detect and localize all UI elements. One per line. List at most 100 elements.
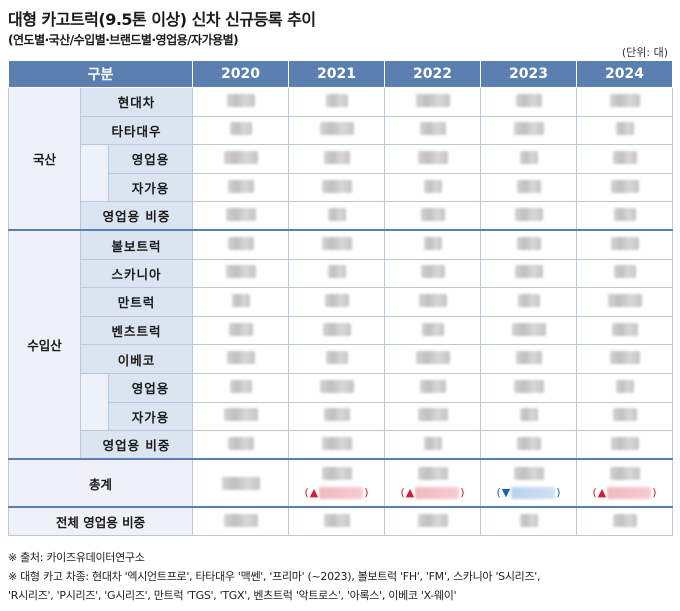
value-cell: [288, 506, 385, 537]
group-label: 수입산: [8, 229, 81, 460]
value-cell: [288, 372, 385, 403]
group-label: 국산: [8, 87, 81, 231]
brand-label: 타타대우: [80, 115, 193, 146]
value-cell: [192, 401, 289, 432]
usage-label: 영업용: [108, 372, 193, 403]
triangle-up-icon: ▲: [597, 486, 607, 500]
value-cell: [480, 87, 577, 117]
value-cell: [576, 172, 673, 203]
redacted-value: [423, 237, 442, 251]
value-cell: [384, 144, 481, 174]
source-note: ※ 출처: 카이즈유데이터연구소: [8, 551, 145, 564]
redacted-value: [419, 379, 446, 393]
value-cell: [192, 144, 289, 174]
ratio-label: 영업용 비중: [80, 201, 193, 231]
header-year: 2023: [480, 60, 577, 88]
value-cell: [288, 229, 385, 260]
header-year: 2022: [384, 60, 481, 88]
value-cell: [288, 258, 385, 289]
redacted-value: [319, 379, 354, 393]
value-cell: [384, 344, 481, 374]
paren-open: (: [304, 486, 309, 500]
brand-label: 만트럭: [80, 287, 193, 317]
value-cell: [480, 506, 577, 537]
value-cell: [480, 315, 577, 346]
value-cell: [192, 315, 289, 346]
value-cell: [192, 115, 289, 146]
redacted-value: [324, 293, 349, 307]
redacted-value: [415, 351, 450, 365]
value-cell: [288, 115, 385, 146]
value-cell: [480, 401, 577, 432]
value-cell: [576, 201, 673, 231]
value-cell: [480, 430, 577, 460]
value-cell: [480, 372, 577, 403]
redacted-value: [611, 322, 638, 336]
value-cell: [192, 201, 289, 231]
value-cell: [384, 430, 481, 460]
redacted-value: [613, 265, 636, 279]
redacted-value: [419, 122, 446, 136]
redacted-value: [227, 436, 254, 450]
value-cell: [288, 344, 385, 374]
triangle-up-icon: ▲: [309, 486, 319, 500]
redacted-value: [226, 351, 255, 365]
value-cell: [576, 144, 673, 174]
redacted-value: [517, 293, 540, 307]
redacted-value: [615, 122, 634, 136]
paren-close: ): [556, 486, 561, 500]
redacted-value: [321, 436, 352, 450]
redacted-change: [415, 486, 460, 499]
redacted-total: [513, 467, 544, 481]
value-cell: [288, 315, 385, 346]
value-cell: [384, 87, 481, 117]
redacted-value: [225, 207, 256, 221]
redacted-total: [417, 467, 448, 481]
redacted-value: [513, 122, 544, 136]
redacted-value: [423, 436, 442, 450]
value-cell: [480, 144, 577, 174]
value-cell: [192, 372, 289, 403]
value-cell: [288, 144, 385, 174]
redacted-value: [321, 237, 352, 251]
unit-label: (단위: 대): [621, 46, 668, 59]
brand-label: 스카니아: [80, 258, 193, 289]
redacted-value: [615, 379, 634, 393]
redacted-value: [323, 513, 350, 527]
value-cell: [576, 430, 673, 460]
redacted-value: [323, 408, 350, 422]
redacted-change: [511, 486, 556, 499]
total-cell: (▲): [576, 458, 673, 508]
redacted-value: [227, 179, 254, 193]
value-cell: [192, 87, 289, 117]
value-cell: [192, 287, 289, 317]
triangle-down-icon: ▼: [501, 486, 511, 500]
brand-label: 현대차: [80, 87, 193, 117]
redacted-value: [609, 351, 640, 365]
value-cell: [576, 115, 673, 146]
paren-open: (: [496, 486, 501, 500]
redacted-value: [223, 408, 258, 422]
value-cell: [384, 201, 481, 231]
value-cell: [576, 506, 673, 537]
value-cell: [192, 506, 289, 537]
redacted-value: [417, 150, 448, 164]
triangle-up-icon: ▲: [405, 486, 415, 500]
redacted-value: [417, 513, 448, 527]
value-cell: [480, 201, 577, 231]
header-row: 구분 2020 2021 2022 2023 2024: [8, 60, 673, 88]
redacted-value: [327, 265, 346, 279]
value-cell: [288, 430, 385, 460]
value-cell: [288, 287, 385, 317]
redacted-value: [325, 93, 348, 107]
redacted-value: [516, 179, 541, 193]
redacted-value: [227, 237, 254, 251]
value-cell: [480, 258, 577, 289]
redacted-change: [319, 486, 364, 499]
redacted-value: [514, 207, 543, 221]
value-cell: [288, 401, 385, 432]
value-cell: [384, 115, 481, 146]
models-note-cont: 'R시리즈', 'P시리즈', 'G시리즈', 만트럭 'TGS', 'TGX'…: [8, 589, 457, 602]
redacted-value: [229, 122, 252, 136]
